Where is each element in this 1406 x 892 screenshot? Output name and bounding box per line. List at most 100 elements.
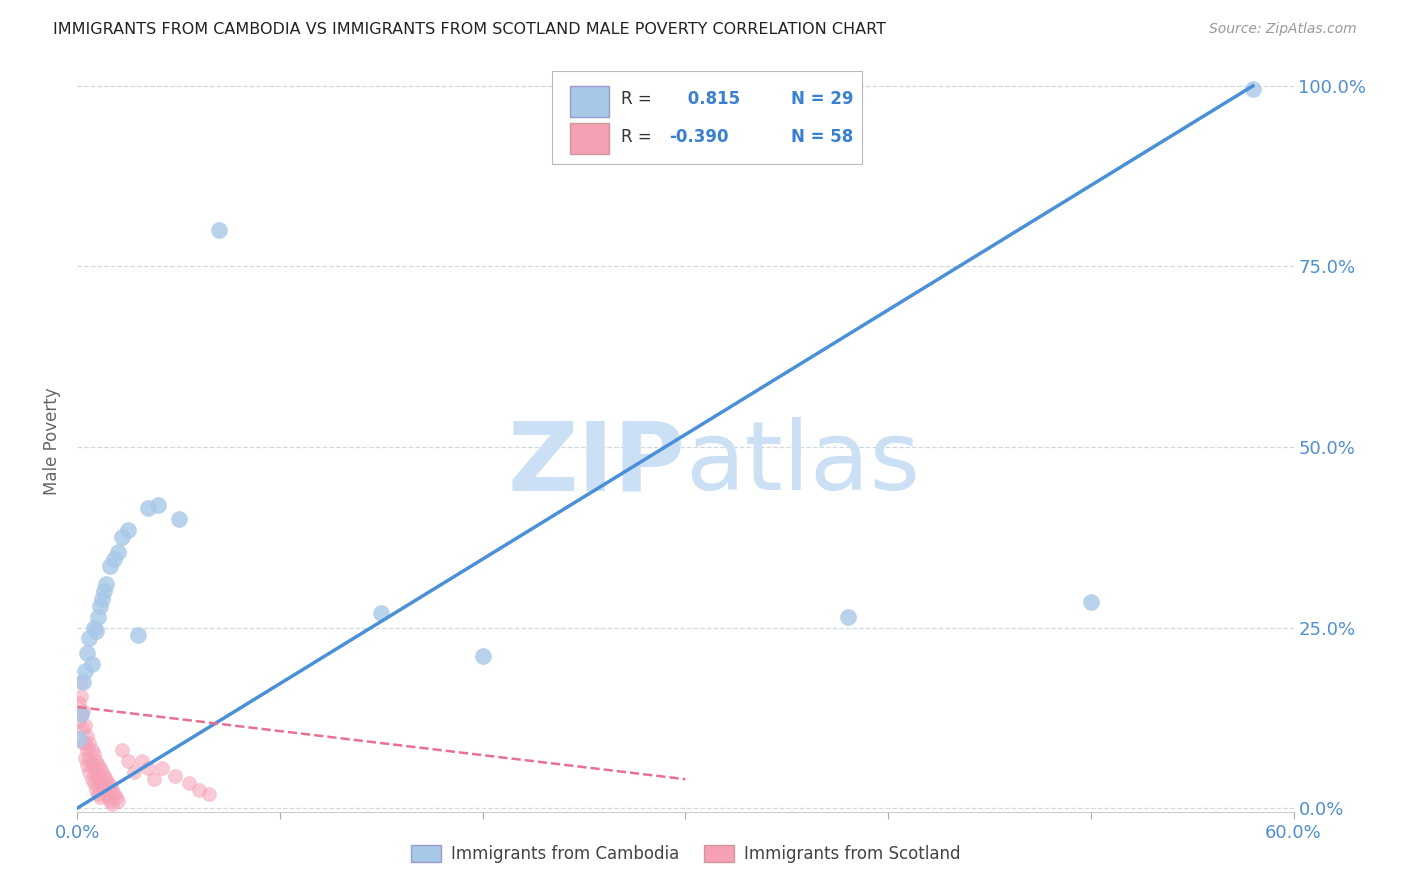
Point — [70, 674, 93, 689]
Point — [152, 761, 174, 775]
Point — [97, 776, 120, 790]
Point — [84, 754, 107, 768]
Point — [80, 772, 103, 787]
Point — [188, 783, 211, 797]
Point — [79, 632, 101, 646]
Point — [90, 764, 112, 779]
FancyBboxPatch shape — [569, 123, 609, 154]
Point — [1241, 82, 1264, 96]
Point — [67, 714, 90, 729]
Point — [107, 544, 129, 558]
Point — [93, 769, 115, 783]
Point — [76, 757, 98, 772]
Point — [208, 223, 231, 237]
Text: atlas: atlas — [686, 417, 921, 510]
Text: R =: R = — [621, 128, 652, 145]
Point — [148, 498, 170, 512]
Point — [72, 736, 94, 750]
Point — [84, 783, 107, 797]
Point — [103, 552, 125, 566]
Point — [471, 649, 494, 664]
Point — [75, 736, 97, 750]
Point — [136, 501, 159, 516]
Point — [198, 787, 221, 801]
Point — [97, 790, 120, 805]
Point — [79, 736, 101, 750]
Text: IMMIGRANTS FROM CAMBODIA VS IMMIGRANTS FROM SCOTLAND MALE POVERTY CORRELATION CH: IMMIGRANTS FROM CAMBODIA VS IMMIGRANTS F… — [53, 22, 886, 37]
Point — [101, 783, 124, 797]
Point — [94, 787, 117, 801]
Point — [83, 747, 105, 761]
Point — [104, 790, 127, 805]
Point — [76, 743, 98, 757]
Point — [76, 729, 98, 743]
Point — [136, 761, 159, 775]
Text: 0.815: 0.815 — [682, 90, 740, 109]
Point — [83, 776, 105, 790]
FancyBboxPatch shape — [551, 71, 862, 164]
Point — [98, 559, 121, 574]
Point — [94, 577, 117, 591]
Point — [94, 772, 117, 787]
Point — [93, 783, 115, 797]
Point — [89, 599, 111, 613]
Point — [131, 754, 153, 768]
Point — [167, 512, 190, 526]
Point — [76, 646, 98, 660]
Point — [127, 628, 149, 642]
Point — [79, 750, 101, 764]
Point — [837, 609, 859, 624]
Point — [1080, 595, 1102, 609]
Point — [143, 772, 166, 787]
FancyBboxPatch shape — [569, 87, 609, 117]
Point — [70, 689, 93, 703]
Point — [111, 743, 134, 757]
Point — [86, 772, 108, 787]
Text: -0.390: -0.390 — [669, 128, 730, 145]
Point — [117, 754, 139, 768]
Point — [122, 764, 145, 779]
Text: R =: R = — [621, 90, 652, 109]
Point — [83, 761, 105, 775]
Point — [75, 718, 97, 732]
Text: N = 58: N = 58 — [792, 128, 853, 145]
Point — [84, 769, 107, 783]
Point — [86, 787, 108, 801]
Point — [79, 764, 101, 779]
Legend: Immigrants from Cambodia, Immigrants from Scotland: Immigrants from Cambodia, Immigrants fro… — [404, 838, 967, 870]
Point — [86, 609, 108, 624]
Point — [90, 591, 112, 606]
Point — [101, 797, 124, 812]
Point — [89, 790, 111, 805]
Point — [70, 707, 93, 722]
Text: N = 29: N = 29 — [792, 90, 853, 109]
Point — [80, 757, 103, 772]
Point — [80, 743, 103, 757]
Point — [83, 621, 105, 635]
Point — [75, 664, 97, 678]
Text: Source: ZipAtlas.com: Source: ZipAtlas.com — [1209, 22, 1357, 37]
Point — [72, 704, 94, 718]
Point — [89, 776, 111, 790]
Point — [80, 657, 103, 671]
Point — [70, 707, 93, 722]
Point — [67, 697, 90, 711]
Point — [86, 757, 108, 772]
Point — [111, 530, 134, 544]
Point — [93, 584, 115, 599]
Point — [89, 761, 111, 775]
Point — [117, 523, 139, 537]
Point — [107, 794, 129, 808]
Point — [103, 787, 125, 801]
Point — [370, 606, 392, 620]
Point — [72, 722, 94, 736]
Point — [98, 794, 121, 808]
Point — [72, 674, 94, 689]
Point — [98, 780, 121, 794]
Point — [84, 624, 107, 639]
Point — [75, 750, 97, 764]
Text: ZIP: ZIP — [508, 417, 686, 510]
Point — [163, 769, 186, 783]
Point — [90, 780, 112, 794]
Y-axis label: Male Poverty: Male Poverty — [44, 388, 62, 495]
